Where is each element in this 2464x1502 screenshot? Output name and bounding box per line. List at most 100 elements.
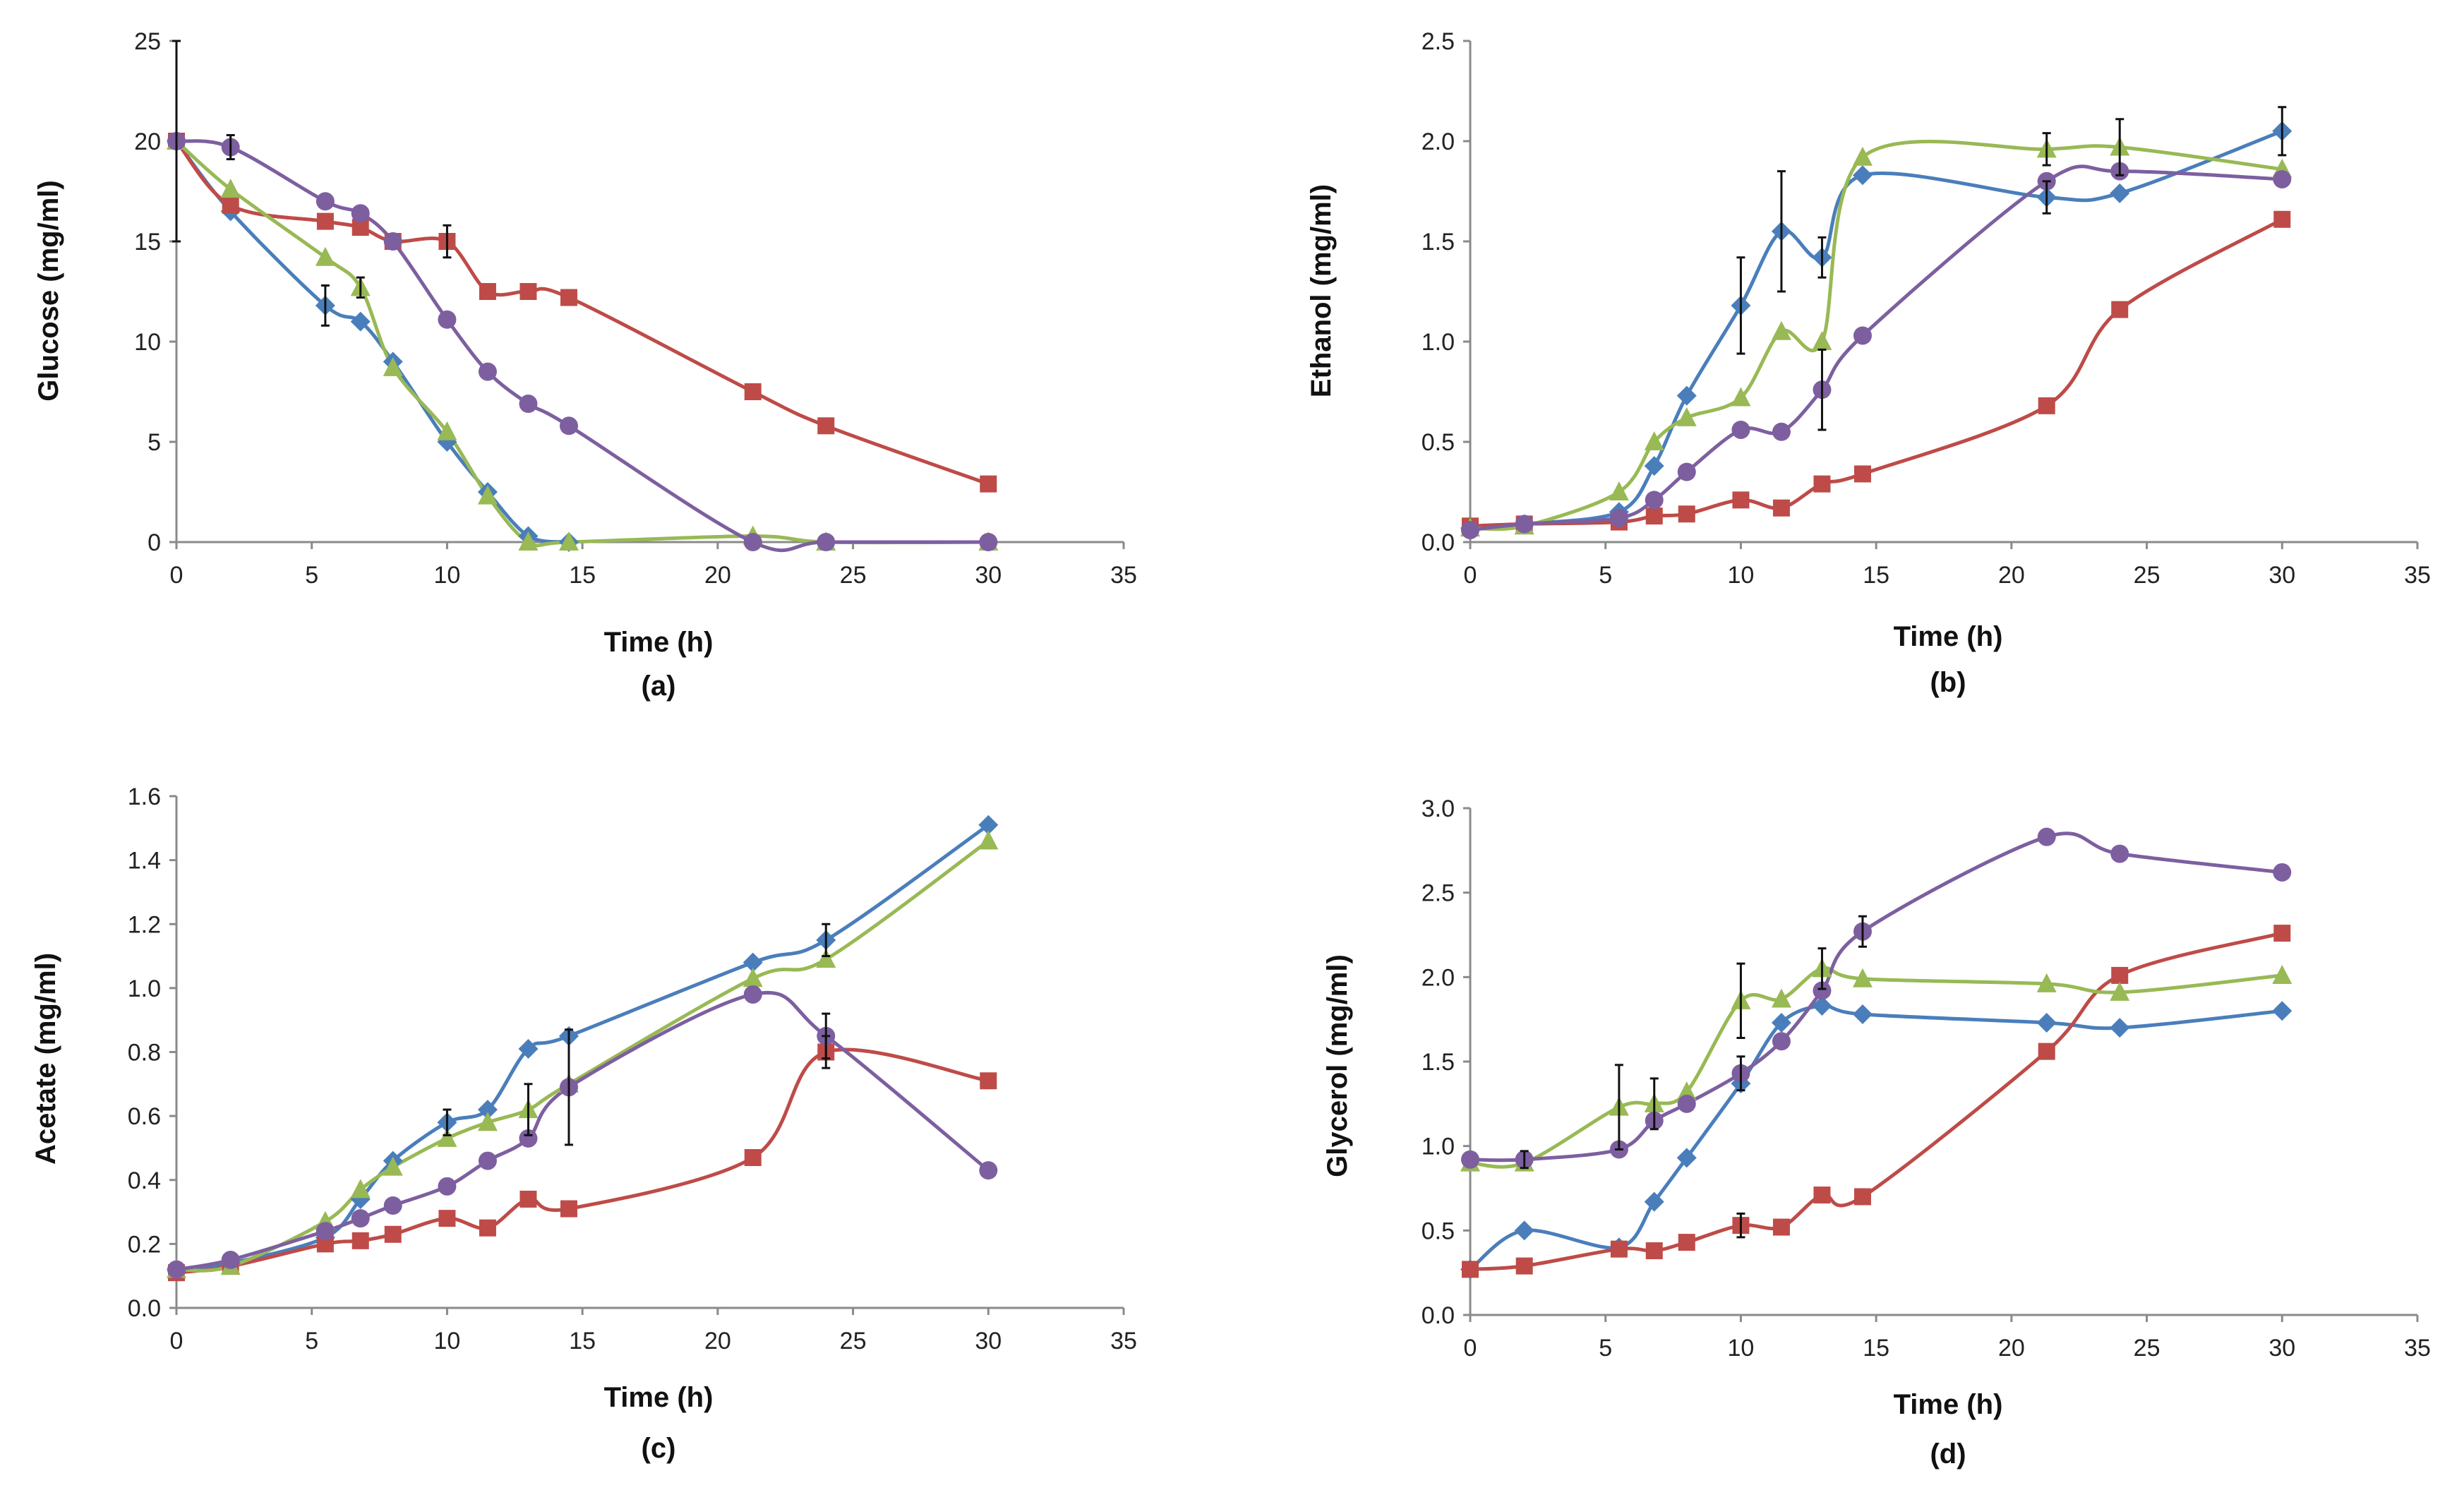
- data-point-red-square: [479, 283, 496, 300]
- data-point-purple-circle: [1515, 515, 1534, 534]
- y-tick-label: 1.4: [128, 848, 161, 875]
- data-point-green-triangle: [383, 1156, 403, 1176]
- panel-label: (c): [642, 1433, 676, 1464]
- series-line-purple-circle: [1468, 831, 2284, 1162]
- panel-label: (a): [642, 671, 676, 702]
- data-point-purple-circle: [383, 1196, 402, 1215]
- panel-b-ethanol: Ethanol (mg/ml) Time (h) (b) 0.0 0.5 1.0 1.…: [1306, 28, 2431, 698]
- x-tick-label: 15: [1863, 562, 1889, 589]
- data-point-purple-circle: [1461, 1150, 1479, 1169]
- data-point-blue-diamond: [1644, 456, 1664, 476]
- x-axis-label: Time (h): [1894, 1389, 2003, 1420]
- x-tick-label: 30: [2268, 562, 2295, 589]
- x-tick-label: 20: [704, 562, 731, 589]
- data-point-purple-circle: [315, 192, 335, 211]
- x-tick-label: 10: [434, 1328, 461, 1354]
- data-point-red-square: [479, 1219, 496, 1237]
- y-tick-label: 1.5: [1422, 1049, 1455, 1076]
- x-tick-label: 20: [1998, 1335, 2025, 1362]
- x-tick-label: 5: [1599, 562, 1612, 589]
- x-tick-label: 10: [434, 562, 461, 589]
- data-point-red-square: [316, 212, 334, 230]
- y-tick-label: 20: [134, 128, 161, 155]
- data-point-purple-circle: [519, 395, 538, 414]
- data-point-purple-circle: [979, 533, 998, 551]
- series-line-green-triangle: [174, 139, 990, 548]
- y-tick-label: 0.0: [1422, 529, 1455, 556]
- y-tick-label: 0.5: [1422, 1218, 1455, 1244]
- data-point-green-triangle: [558, 531, 579, 551]
- data-point-green-triangle: [1771, 988, 1791, 1008]
- data-point-red-square: [1853, 465, 1871, 483]
- data-point-red-square: [1462, 1261, 1479, 1278]
- data-point-purple-circle: [1609, 508, 1628, 527]
- data-point-purple-circle: [817, 533, 836, 551]
- data-point-red-square: [2038, 1043, 2055, 1060]
- data-point-purple-circle: [1645, 491, 1664, 510]
- data-point-green-triangle: [743, 968, 763, 987]
- data-point-green-triangle: [1609, 481, 1629, 500]
- data-point-red-square: [222, 196, 239, 214]
- data-point-blue-diamond: [1676, 1148, 1697, 1168]
- x-tick-label: 30: [975, 562, 1002, 589]
- x-tick-label: 5: [305, 1328, 318, 1354]
- panel-label: (b): [1930, 667, 1966, 698]
- data-point-green-triangle: [437, 421, 457, 440]
- data-point-purple-circle: [478, 1151, 497, 1170]
- data-point-green-triangle: [220, 179, 241, 198]
- data-point-purple-circle: [519, 1129, 538, 1148]
- y-tick-label: 25: [134, 28, 161, 55]
- data-point-purple-circle: [1772, 1032, 1791, 1051]
- data-point-blue-diamond: [1852, 165, 1873, 186]
- data-point-red-square: [2273, 925, 2291, 942]
- x-tick-label: 0: [1464, 562, 1477, 589]
- x-tick-label: 25: [2134, 562, 2160, 589]
- data-point-red-square: [744, 383, 762, 400]
- data-point-red-square: [1645, 1242, 1663, 1260]
- data-point-red-square: [1678, 505, 1695, 523]
- data-point-red-square: [438, 1210, 456, 1227]
- y-axis-label: Acetate (mg/ml): [30, 953, 61, 1165]
- data-point-purple-circle: [351, 1209, 370, 1228]
- data-point-purple-circle: [2110, 844, 2129, 863]
- data-point-purple-circle: [315, 1222, 335, 1241]
- data-point-red-square: [1732, 491, 1750, 509]
- y-tick-label: 1.0: [128, 975, 161, 1002]
- data-point-red-square: [384, 1225, 402, 1243]
- data-point-green-triangle: [978, 830, 999, 850]
- y-tick-label: 2.5: [1422, 880, 1455, 907]
- series-line-purple-circle: [174, 990, 990, 1272]
- data-point-green-triangle: [350, 1179, 371, 1198]
- y-tick-label: 0.0: [1422, 1302, 1455, 1329]
- y-tick-label: 0.6: [128, 1103, 161, 1130]
- y-tick-label: 0.2: [128, 1231, 161, 1258]
- data-point-green-triangle: [2036, 973, 2057, 992]
- data-point-blue-diamond: [1514, 1220, 1534, 1241]
- x-tick-label: 5: [305, 562, 318, 589]
- x-tick-label: 35: [1110, 1328, 1137, 1354]
- data-point-red-square: [560, 289, 577, 306]
- data-point-blue-diamond: [350, 311, 371, 332]
- x-tick-label: 25: [840, 562, 867, 589]
- y-tick-label: 5: [148, 429, 161, 456]
- data-point-blue-diamond: [1644, 1191, 1664, 1212]
- data-point-blue-diamond: [2036, 1012, 2057, 1033]
- y-tick-label: 1.5: [1422, 229, 1455, 256]
- data-point-blue-diamond: [477, 1100, 498, 1120]
- data-point-blue-diamond: [743, 952, 763, 973]
- x-tick-label: 15: [569, 1328, 596, 1354]
- series-line-red-square: [1468, 931, 2284, 1271]
- data-point-purple-circle: [1677, 462, 1696, 481]
- x-tick-label: 35: [1110, 562, 1137, 589]
- data-point-red-square: [519, 283, 537, 300]
- data-point-purple-circle: [2273, 169, 2292, 188]
- data-point-red-square: [351, 1232, 369, 1249]
- data-point-green-triangle: [816, 949, 836, 968]
- data-point-green-triangle: [437, 1127, 457, 1147]
- data-point-red-square: [1772, 1218, 1790, 1236]
- y-tick-label: 0: [148, 529, 161, 556]
- data-point-red-square: [1772, 499, 1790, 517]
- data-point-green-triangle: [1852, 968, 1873, 987]
- series-line-blue-diamond: [1468, 1004, 2284, 1271]
